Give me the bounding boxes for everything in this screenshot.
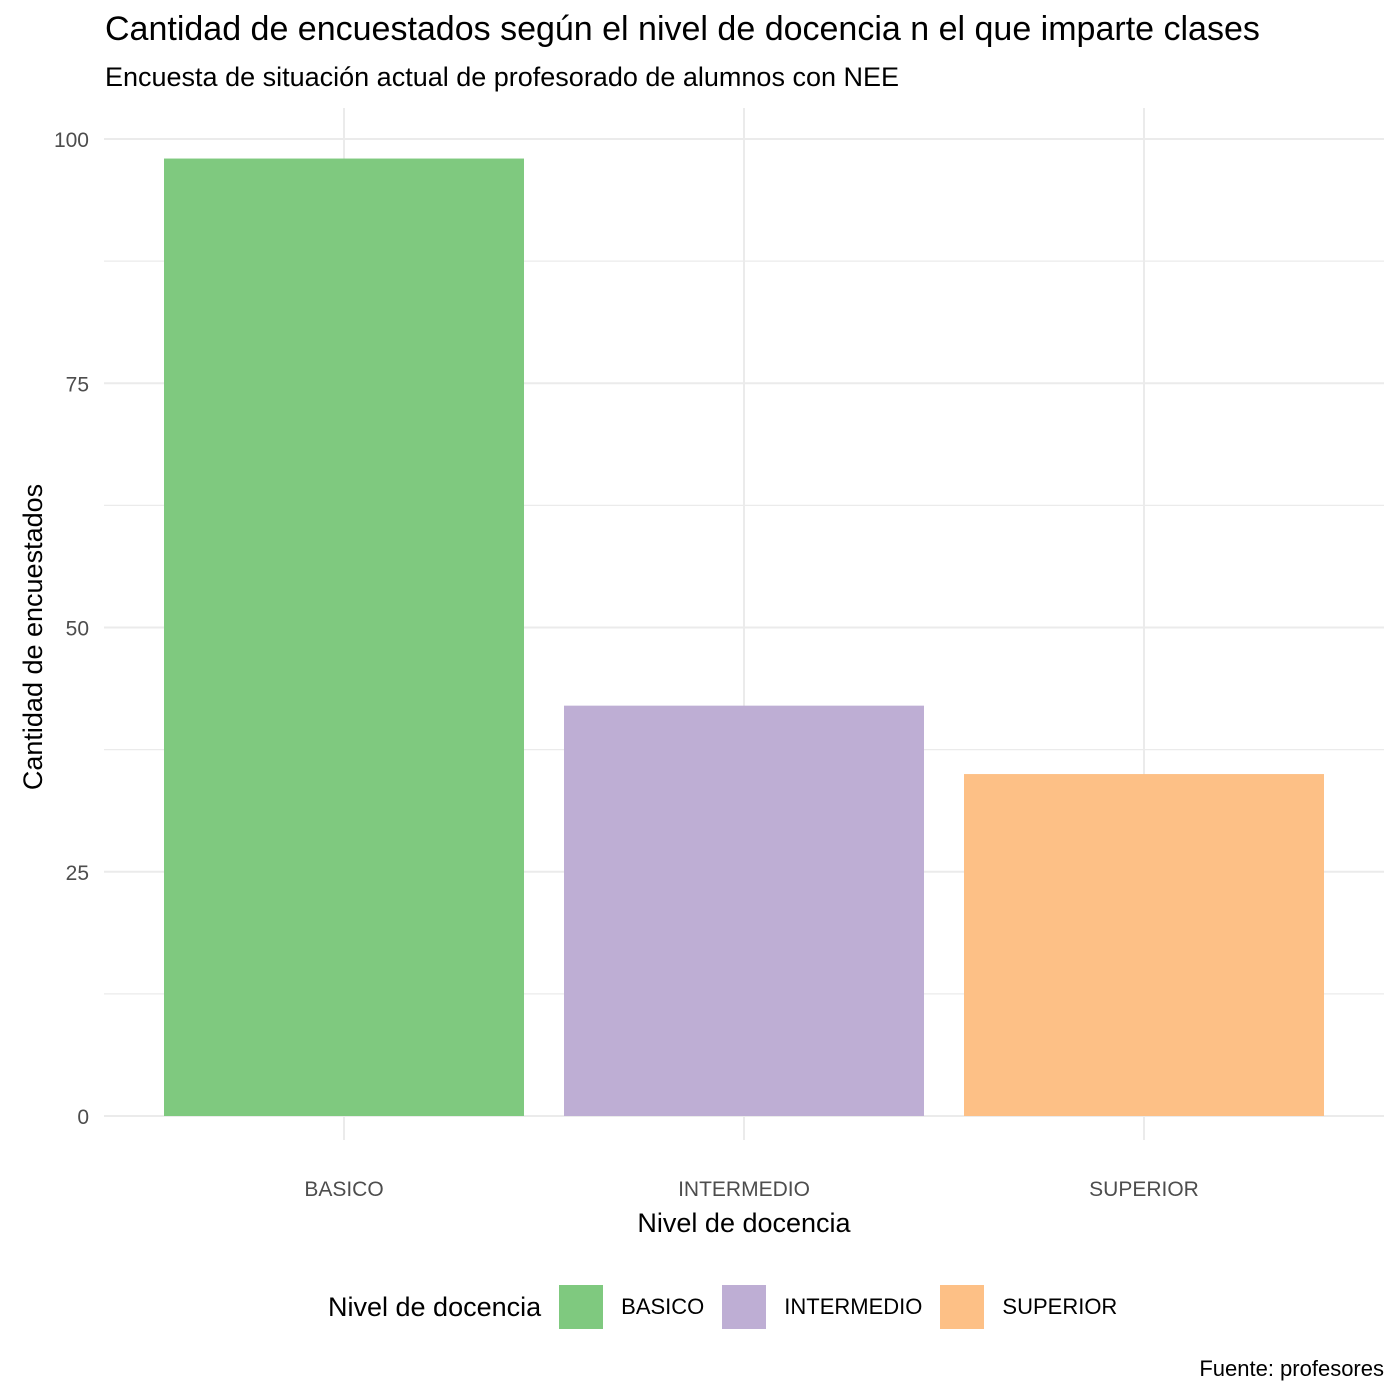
legend-key-basico bbox=[559, 1285, 604, 1329]
legend-item-superior: SUPERIOR bbox=[940, 1285, 1117, 1329]
legend-label: BASICO bbox=[621, 1294, 705, 1319]
y-tick-label: 75 bbox=[66, 373, 89, 396]
y-tick-label: 25 bbox=[66, 862, 89, 885]
legend-key-superior bbox=[940, 1285, 985, 1329]
legend-item-intermedio: INTERMEDIO bbox=[722, 1285, 922, 1329]
bar-basico bbox=[164, 158, 524, 1117]
y-tick-label: 100 bbox=[54, 129, 89, 152]
x-tick-labels: BASICO INTERMEDIO SUPERIOR bbox=[304, 1178, 1199, 1201]
y-axis-title: Cantidad de encuestados bbox=[18, 484, 48, 790]
x-tick-label: BASICO bbox=[304, 1178, 383, 1201]
legend-title: Nivel de docencia bbox=[328, 1291, 542, 1322]
chart-caption: Fuente: profesores bbox=[1199, 1356, 1384, 1381]
x-axis-title: Nivel de docencia bbox=[637, 1208, 851, 1238]
bar-superior bbox=[964, 774, 1324, 1116]
x-tick-label: INTERMEDIO bbox=[678, 1178, 810, 1201]
legend: Nivel de docencia BASICO INTERMEDIO SUPE… bbox=[0, 1284, 1400, 1330]
x-tick-label: SUPERIOR bbox=[1089, 1178, 1199, 1201]
bar-chart: 0 25 50 75 100 BASICO INTERMEDIO SUPERIOR Nive… bbox=[18, 108, 1384, 1238]
legend-item-basico: BASICO bbox=[559, 1285, 704, 1329]
legend-label: SUPERIOR bbox=[1002, 1294, 1118, 1319]
y-tick-label: 0 bbox=[77, 1106, 89, 1129]
legend-key-intermedio bbox=[722, 1285, 767, 1329]
y-tick-labels: 0 25 50 75 100 bbox=[54, 129, 89, 1129]
y-tick-label: 50 bbox=[66, 618, 89, 641]
bars bbox=[164, 158, 1324, 1117]
chart-subtitle: Encuesta de situación actual de profesor… bbox=[105, 62, 899, 92]
bar-intermedio bbox=[564, 705, 924, 1116]
legend-label: INTERMEDIO bbox=[784, 1294, 923, 1319]
chart-title: Cantidad de encuestados según el nivel d… bbox=[105, 10, 1260, 48]
